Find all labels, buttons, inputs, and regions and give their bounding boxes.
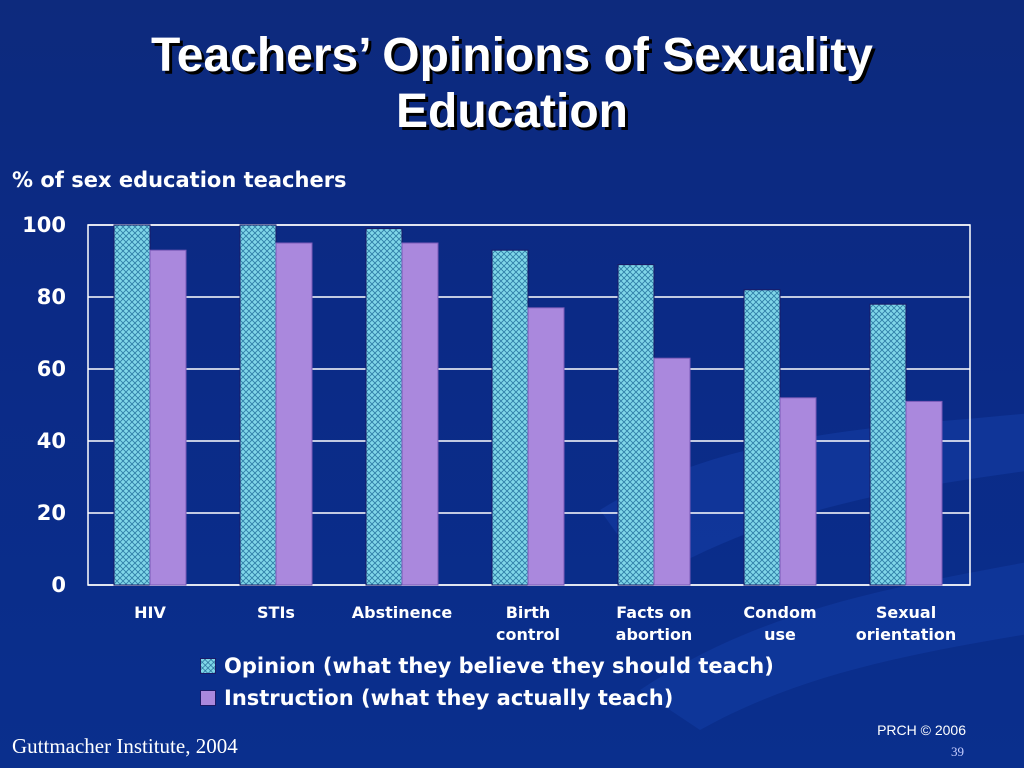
bar-instruction <box>779 397 817 586</box>
bar-opinion <box>113 224 151 586</box>
y-tick-label: 20 <box>37 501 66 525</box>
bar-opinion <box>869 303 907 586</box>
plot-area: 0 20 40 60 80 100 HIV STIs Abstinence Birth contro… <box>22 213 971 644</box>
y-axis-label: % of sex education teachers <box>12 168 347 192</box>
bar-instruction <box>527 307 565 586</box>
bar-opinion <box>239 224 277 586</box>
y-tick-label: 40 <box>37 429 66 453</box>
legend-label-instruction: Instruction (what they actually teach) <box>224 686 674 710</box>
y-tick-label: 100 <box>22 213 66 237</box>
x-tick-label: STIs <box>257 603 295 622</box>
bar-chart: 0 20 40 60 80 100 HIV STIs Abstinence Birth contro… <box>22 213 971 644</box>
x-tick-label: use <box>764 625 796 644</box>
bar-instruction <box>401 242 439 586</box>
y-tick-label: 80 <box>37 285 66 309</box>
slide-title: Teachers’ Opinions of Sexuality Educatio… <box>0 28 1024 140</box>
x-tick-label: control <box>496 625 560 644</box>
bar-instruction <box>653 357 691 586</box>
y-tick-label: 60 <box>37 357 66 381</box>
legend-swatch-instruction <box>200 690 216 706</box>
x-tick-label: Sexual <box>876 603 936 622</box>
legend-item-instruction: Instruction (what they actually teach) <box>200 682 774 714</box>
bar-instruction <box>149 249 187 586</box>
bar-opinion <box>365 228 403 586</box>
legend-item-opinion: Opinion (what they believe they should t… <box>200 650 774 682</box>
copyright-notice: PRCH © 2006 <box>877 722 966 738</box>
x-tick-label: Birth <box>506 603 551 622</box>
legend: Opinion (what they believe they should t… <box>200 650 774 714</box>
bar-instruction <box>905 400 943 586</box>
x-tick-label: Abstinence <box>352 603 453 622</box>
x-tick-label: Condom <box>743 603 816 622</box>
x-tick-label: orientation <box>856 625 957 644</box>
x-tick-label: HIV <box>134 603 166 622</box>
x-tick-label: abortion <box>616 625 693 644</box>
bar-instruction <box>275 242 313 586</box>
bar-opinion <box>743 289 781 586</box>
bar-opinion <box>491 249 529 586</box>
source-credit: Guttmacher Institute, 2004 <box>12 734 238 758</box>
title-line-2: Education <box>395 85 628 138</box>
bar-opinion <box>617 264 655 586</box>
legend-swatch-opinion <box>200 658 216 674</box>
title-line-1: Teachers’ Opinions of Sexuality <box>151 29 873 82</box>
legend-label-opinion: Opinion (what they believe they should t… <box>224 654 774 678</box>
slide-number: 39 <box>951 744 964 759</box>
y-tick-label: 0 <box>51 573 66 597</box>
x-tick-label: Facts on <box>616 603 691 622</box>
